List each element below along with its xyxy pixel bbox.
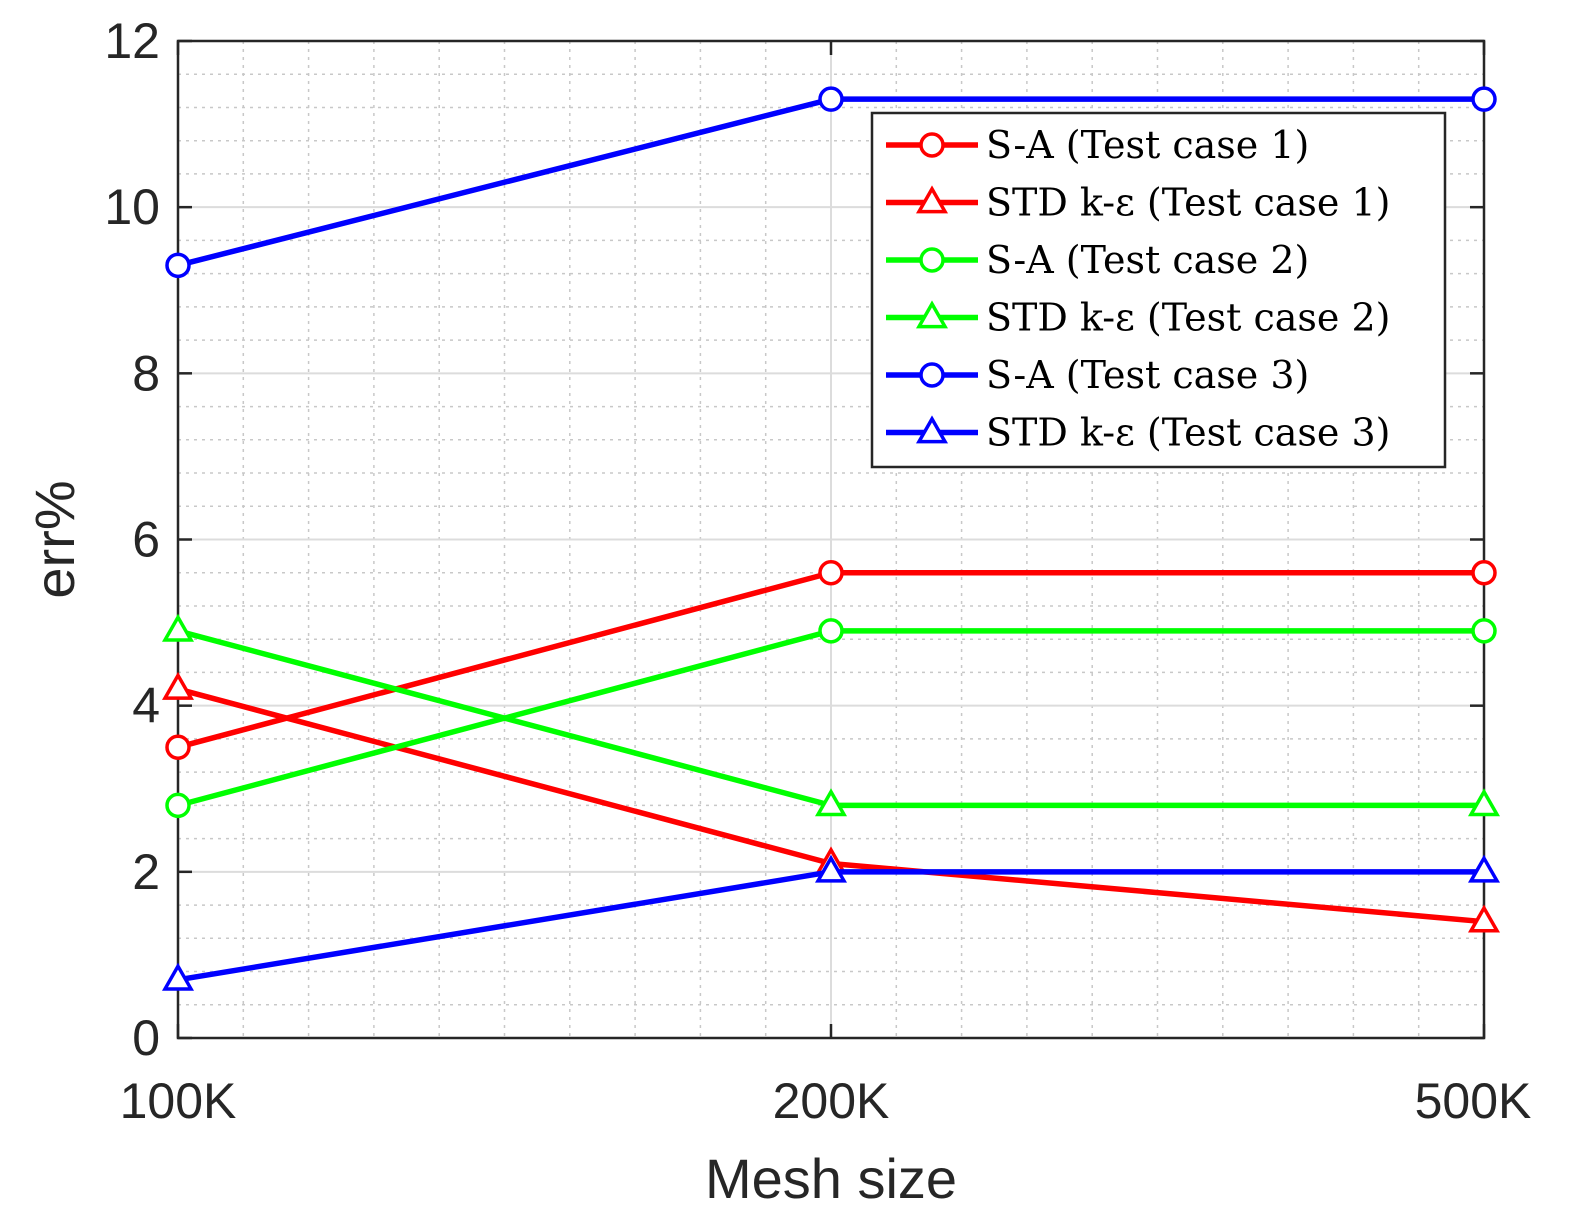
legend-label: S-A (Test case 1) <box>986 123 1309 167</box>
x-tick-label: 100K <box>120 1073 237 1129</box>
legend-item: STD k-ε (Test case 2) <box>886 296 1390 340</box>
y-tick-label: 12 <box>104 13 160 69</box>
triangle-marker <box>1467 788 1501 817</box>
legend-item: STD k-ε (Test case 1) <box>886 181 1390 225</box>
legend-label: STD k-ε (Test case 1) <box>986 181 1390 225</box>
x-tick-label: 200K <box>773 1073 890 1129</box>
legend-box <box>870 111 1447 469</box>
y-tick-label: 6 <box>132 512 160 568</box>
circle-marker <box>818 559 844 586</box>
y-axis-title: err% <box>23 480 86 598</box>
triangle-marker <box>814 854 848 883</box>
triangle-marker <box>161 962 195 991</box>
tick-marks <box>176 39 1486 1040</box>
circle-marker <box>165 252 191 279</box>
circle-marker <box>165 792 191 819</box>
x-axis-title: Mesh size <box>705 1147 957 1210</box>
x-tick-label: 500K <box>1415 1073 1532 1129</box>
triangle-marker <box>1467 854 1501 883</box>
triangle-marker <box>161 613 195 642</box>
y-tick-label: 4 <box>132 678 160 734</box>
circle-marker <box>1471 559 1497 586</box>
y-tick-labels: 0 2 4 6 8 10 12 <box>104 13 160 1066</box>
legend-marker <box>919 132 945 158</box>
series-3 <box>165 618 1497 819</box>
legend-marker <box>915 415 949 444</box>
y-tick-label: 2 <box>132 844 160 900</box>
series-6 <box>161 854 1501 991</box>
legend-item: S-A (Test case 3) <box>886 353 1309 397</box>
legend-marker <box>915 300 949 329</box>
circle-marker <box>818 86 844 112</box>
legend-label: S-A (Test case 2) <box>986 238 1309 282</box>
legend-label: S-A (Test case 3) <box>986 353 1309 397</box>
legend-marker <box>915 185 949 214</box>
legend-item: S-A (Test case 2) <box>886 238 1309 282</box>
legend-label: STD k-ε (Test case 2) <box>986 296 1390 340</box>
x-tick-labels: 100K 200K 500K <box>120 1073 1532 1129</box>
legend-item: STD k-ε (Test case 3) <box>886 411 1390 455</box>
y-tick-label: 8 <box>132 345 160 401</box>
circle-marker <box>818 618 844 644</box>
series-5 <box>165 86 1497 279</box>
circle-marker <box>1471 618 1497 644</box>
legend-marker <box>919 247 945 273</box>
legend-label: STD k-ε (Test case 3) <box>986 411 1390 455</box>
series-layer <box>161 86 1501 991</box>
legend-item: S-A (Test case 1) <box>886 123 1309 167</box>
legend-marker <box>919 362 945 388</box>
y-tick-label: 10 <box>104 179 160 235</box>
circle-marker <box>165 734 191 760</box>
triangle-marker <box>814 788 848 817</box>
y-tick-label: 0 <box>132 1010 160 1066</box>
triangle-marker <box>1467 904 1501 933</box>
triangle-marker <box>161 671 195 700</box>
legend: S-A (Test case 1) STD k-ε (Test case 1) S-… <box>870 111 1447 469</box>
circle-marker <box>1471 86 1497 112</box>
series-4 <box>161 613 1501 817</box>
